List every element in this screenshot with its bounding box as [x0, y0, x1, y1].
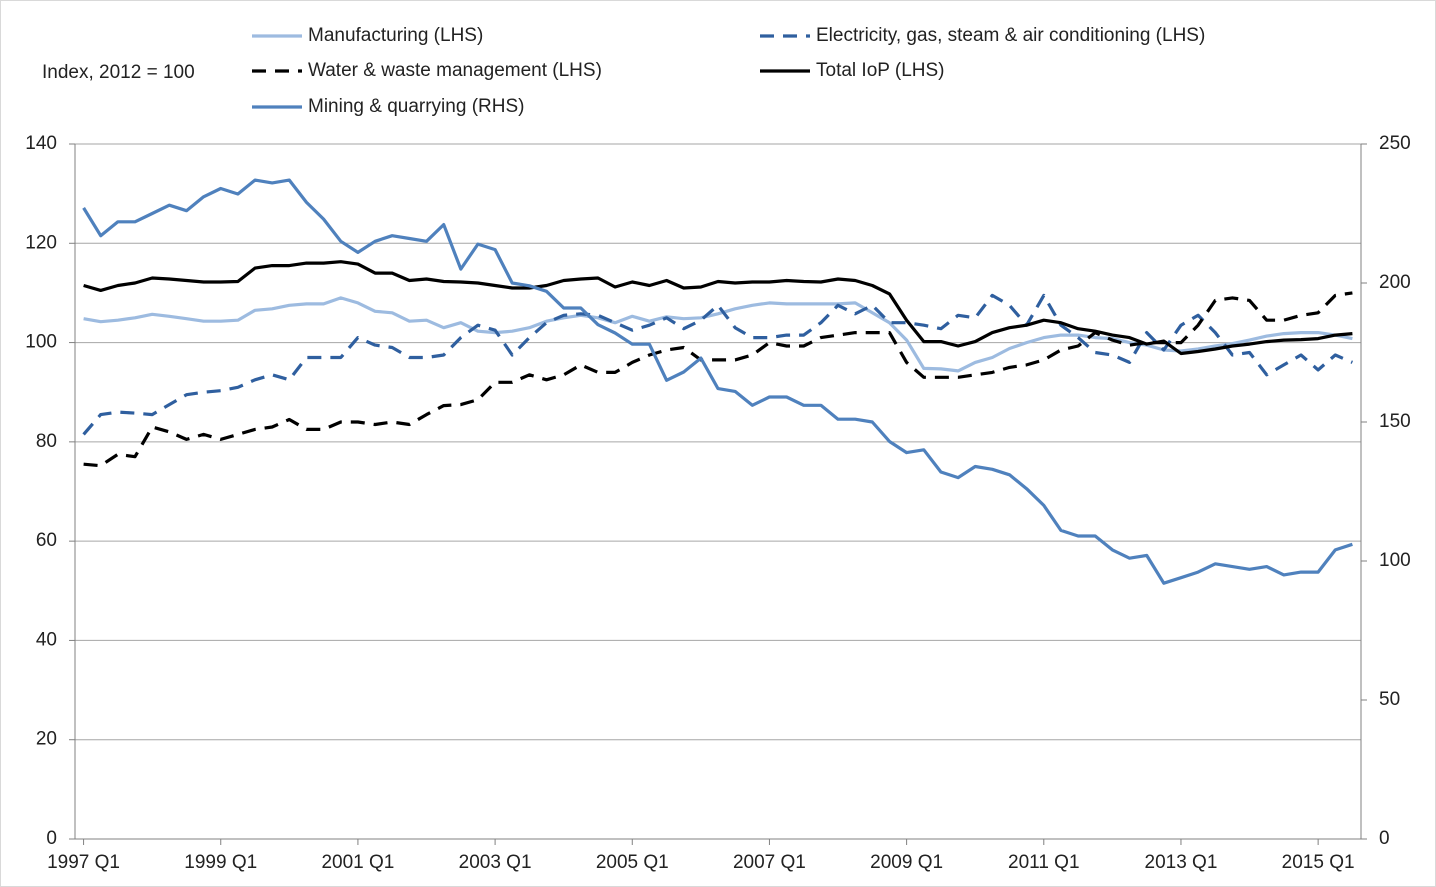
x-tick-label: 1999 Q1 — [184, 852, 257, 873]
y2-tick-label: 100 — [1379, 550, 1411, 571]
y-tick-label: 20 — [36, 729, 57, 750]
legend-label: Manufacturing (LHS) — [308, 25, 483, 46]
legend-label: Mining & quarrying (RHS) — [308, 96, 524, 117]
y-tick-label: 120 — [25, 232, 57, 253]
legend-label: Total IoP (LHS) — [816, 60, 944, 81]
x-tick-label: 2009 Q1 — [870, 852, 943, 873]
y2-tick-label: 150 — [1379, 411, 1411, 432]
y2-tick-label: 250 — [1379, 133, 1411, 154]
series-line — [83, 260, 1353, 356]
y-tick-label: 60 — [36, 530, 57, 551]
x-tick-label: 2005 Q1 — [596, 852, 669, 873]
x-tick-label: 2013 Q1 — [1145, 852, 1218, 873]
y-tick-label: 100 — [25, 332, 57, 353]
x-tick-label: 2001 Q1 — [321, 852, 394, 873]
y2-tick-label: 0 — [1379, 828, 1390, 849]
x-tick-label: 2015 Q1 — [1282, 852, 1355, 873]
x-tick-label: 1997 Q1 — [47, 852, 120, 873]
y-tick-label: 40 — [36, 629, 57, 650]
x-tick-label: 2011 Q1 — [1008, 852, 1079, 873]
legend-label: Electricity, gas, steam & air conditioni… — [816, 25, 1205, 46]
y2-tick-label: 50 — [1379, 689, 1400, 710]
y-tick-label: 0 — [46, 828, 57, 849]
y-tick-label: 80 — [36, 431, 57, 452]
annotation: Index, 2012 = 100 — [42, 62, 195, 83]
y-tick-label: 140 — [25, 133, 57, 154]
series-line — [82, 178, 1353, 585]
x-tick-label: 2007 Q1 — [733, 852, 806, 873]
x-tick-label: 2003 Q1 — [459, 852, 532, 873]
legend-label: Water & waste management (LHS) — [308, 60, 602, 81]
y2-tick-label: 200 — [1379, 272, 1411, 293]
